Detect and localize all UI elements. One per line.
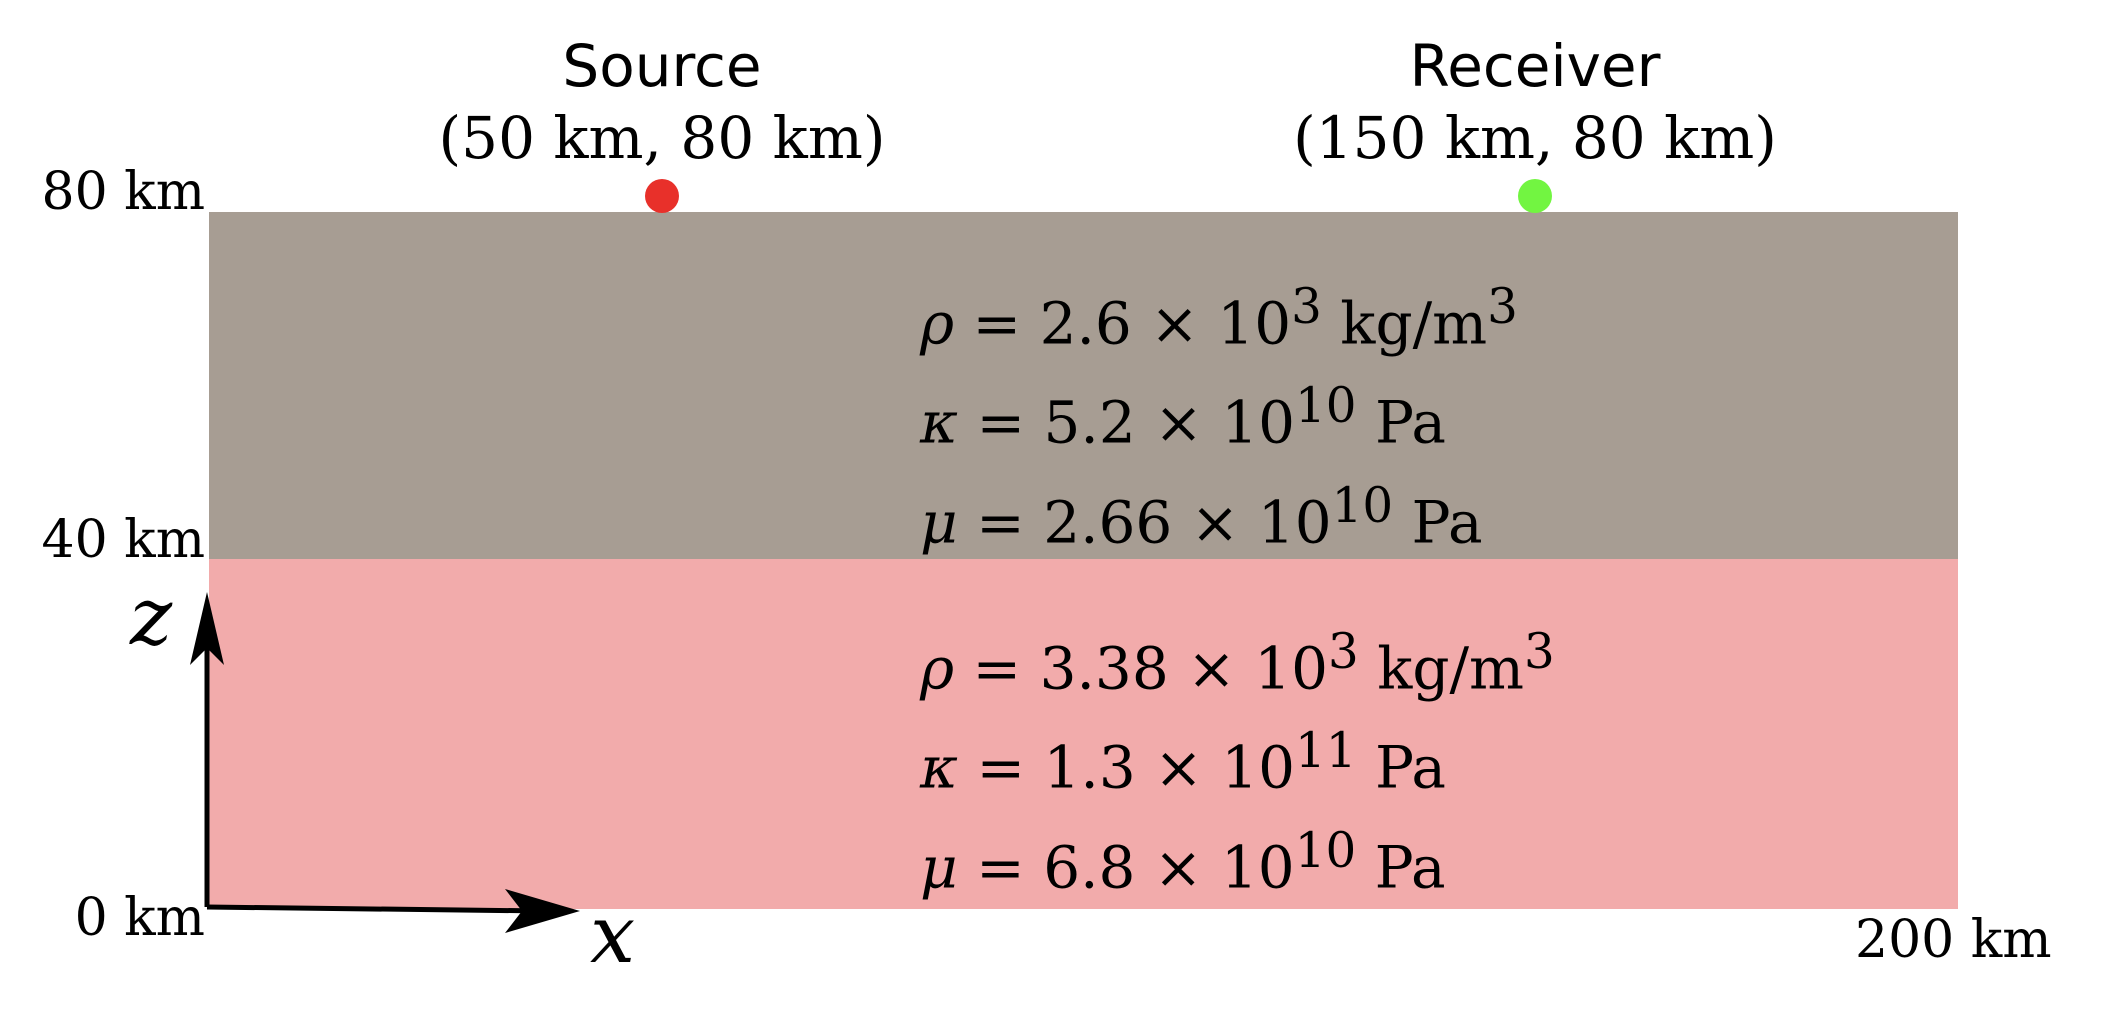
upper-rho: ρ = 2.6 × 103 kg/m3 [920, 279, 1518, 358]
x-axis-arrowhead [505, 889, 580, 933]
depth-tick-0: 0 km [74, 888, 205, 948]
source-marker [645, 179, 679, 213]
receiver-title: Receiver [1409, 32, 1661, 100]
z-axis-label: z [130, 570, 173, 663]
upper-layer-properties: ρ = 2.6 × 103 kg/m3 κ = 5.2 × 1010 Pa μ … [920, 266, 1518, 564]
source-coords: (50 km, 80 km) [438, 104, 886, 172]
source-title: Source [562, 32, 762, 100]
x-axis-line [206, 904, 546, 914]
upper-mu: μ = 2.66 × 1010 Pa [920, 477, 1483, 556]
lower-layer-properties: ρ = 3.38 × 103 kg/m3 κ = 1.3 × 1011 Pa μ… [920, 611, 1555, 909]
receiver-coords: (150 km, 80 km) [1293, 104, 1777, 172]
upper-layer [209, 212, 1958, 559]
x-tick-200: 200 km [1855, 910, 2052, 970]
x-axis-label: x [590, 888, 636, 981]
depth-tick-40: 40 km [41, 510, 205, 570]
lower-kappa: κ = 1.3 × 1011 Pa [920, 723, 1446, 802]
lower-rho: ρ = 3.38 × 103 kg/m3 [920, 624, 1555, 703]
z-axis-arrowhead [190, 592, 224, 665]
upper-kappa: κ = 5.2 × 1010 Pa [920, 378, 1446, 457]
lower-layer [209, 559, 1958, 909]
receiver-marker [1518, 179, 1552, 213]
lower-mu: μ = 6.8 × 1010 Pa [920, 822, 1446, 901]
depth-tick-80: 80 km [41, 162, 205, 222]
